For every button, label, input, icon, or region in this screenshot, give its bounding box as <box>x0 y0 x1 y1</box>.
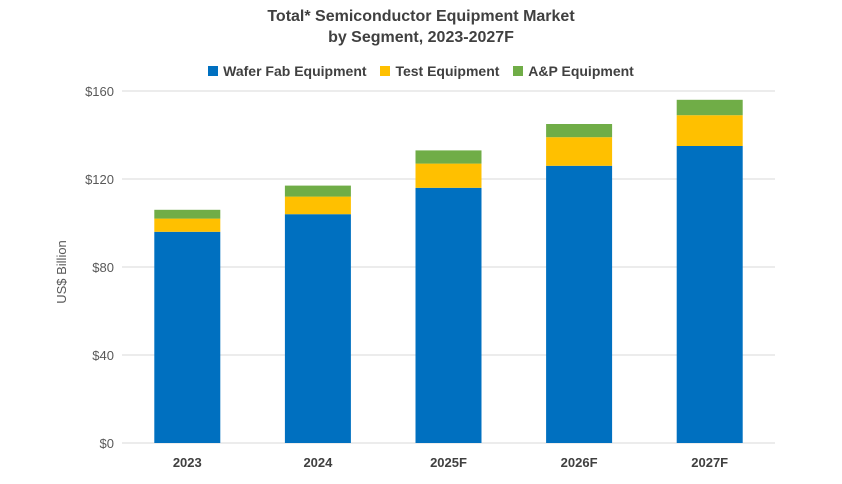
x-tick-label: 2026F <box>561 455 598 470</box>
legend-label-ap: A&P Equipment <box>528 63 634 79</box>
bar-segment-test-equipment-2024 <box>284 196 351 215</box>
x-axis: 2023 2024 2025F 2026F 2027F <box>173 455 728 470</box>
y-axis-title: US$ Billion <box>54 240 69 304</box>
y-tick-label: $0 <box>100 436 114 451</box>
bar-segment-a-p-equipment-2023 <box>154 209 221 219</box>
y-tick-label: $80 <box>92 260 114 275</box>
bar-segment-test-equipment-2025f <box>415 163 482 188</box>
bar-segment-wafer-fab-equipment-2026f <box>546 165 613 444</box>
chart-legend: Wafer Fab Equipment Test Equipment A&P E… <box>0 63 842 79</box>
bar-segment-test-equipment-2023 <box>154 218 221 232</box>
y-tick-label: $40 <box>92 348 114 363</box>
x-tick-label: 2024 <box>303 455 333 470</box>
legend-item-wafer-fab: Wafer Fab Equipment <box>208 63 367 79</box>
bar-segment-a-p-equipment-2027f <box>676 99 743 116</box>
y-tick-label: $160 <box>85 84 114 99</box>
legend-swatch-ap <box>513 66 524 76</box>
bar-segment-wafer-fab-equipment-2027f <box>676 146 743 443</box>
x-tick-label: 2023 <box>173 455 202 470</box>
bar-segment-test-equipment-2026f <box>546 137 613 166</box>
legend-label-wafer-fab: Wafer Fab Equipment <box>223 63 367 79</box>
bar-segment-wafer-fab-equipment-2024 <box>284 214 351 443</box>
bars <box>154 99 743 444</box>
chart-title-line-1: Total* Semiconductor Equipment Market <box>267 8 575 25</box>
x-tick-label: 2027F <box>691 455 728 470</box>
chart-title-line-2: by Segment, 2023-2027F <box>328 29 514 46</box>
legend-swatch-test <box>380 66 391 76</box>
bar-segment-a-p-equipment-2026f <box>546 124 613 138</box>
y-tick-label: $120 <box>85 172 114 187</box>
bar-segment-a-p-equipment-2025f <box>415 150 482 164</box>
y-axis: $0 $40 $80 $120 $160 <box>85 84 114 451</box>
chart-title: Total* Semiconductor Equipment Market by… <box>0 6 842 48</box>
bar-segment-wafer-fab-equipment-2025f <box>415 187 482 443</box>
bar-segment-test-equipment-2027f <box>676 115 743 146</box>
bar-segment-wafer-fab-equipment-2023 <box>154 231 221 443</box>
x-tick-label: 2025F <box>430 455 467 470</box>
legend-label-test: Test Equipment <box>395 63 500 79</box>
legend-item-ap: A&P Equipment <box>513 63 634 79</box>
legend-item-test: Test Equipment <box>380 63 499 79</box>
bar-segment-a-p-equipment-2024 <box>284 185 351 197</box>
legend-swatch-wafer-fab <box>208 66 219 76</box>
